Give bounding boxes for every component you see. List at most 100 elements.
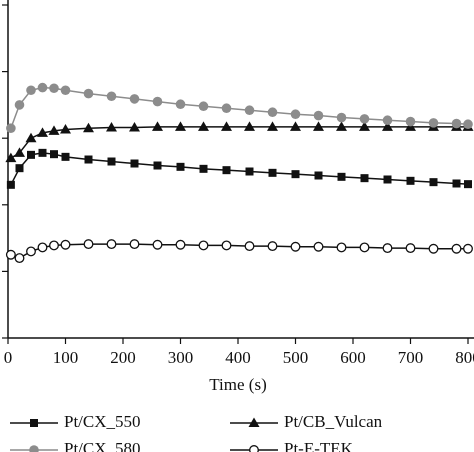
- marker: [198, 240, 209, 251]
- marker: [428, 243, 439, 254]
- x-tick-label: 700: [398, 348, 424, 367]
- marker: [49, 83, 59, 94]
- x-tick-label: 0: [4, 348, 13, 367]
- marker: [336, 121, 347, 131]
- marker: [26, 246, 36, 257]
- marker: [199, 164, 208, 173]
- marker: [106, 239, 117, 250]
- marker: [314, 171, 323, 180]
- marker: [176, 162, 185, 171]
- marker: [152, 121, 163, 131]
- x-axis-label: Time (s): [209, 375, 266, 394]
- marker: [25, 132, 37, 143]
- legend-label: Pt/CB_Vulcan: [284, 412, 383, 431]
- marker: [336, 112, 347, 123]
- marker: [130, 159, 139, 168]
- marker: [107, 157, 116, 166]
- marker: [27, 150, 35, 159]
- x-tick-label: 500: [283, 348, 309, 367]
- marker: [248, 417, 260, 427]
- marker: [249, 445, 259, 452]
- marker: [244, 121, 255, 131]
- marker: [38, 148, 47, 157]
- marker: [313, 110, 324, 121]
- marker: [152, 96, 163, 107]
- marker: [175, 121, 186, 131]
- marker: [50, 150, 58, 159]
- marker: [26, 85, 36, 96]
- legend-label: Pt-E-TEK: [284, 439, 354, 452]
- marker: [5, 152, 17, 163]
- marker: [198, 121, 209, 131]
- x-tick-label: 400: [225, 348, 251, 367]
- marker: [337, 172, 346, 181]
- series-line: [10, 243, 468, 259]
- marker: [244, 241, 255, 252]
- marker: [290, 241, 301, 252]
- series-line: [10, 152, 469, 186]
- marker: [313, 121, 324, 131]
- marker: [290, 121, 301, 131]
- x-tick-label: 100: [53, 348, 79, 367]
- legend-label: Pt/CX_550: [64, 412, 141, 431]
- marker: [106, 91, 117, 102]
- marker: [382, 121, 393, 131]
- marker: [152, 239, 163, 250]
- marker: [14, 100, 25, 110]
- marker: [84, 155, 93, 164]
- series-line: [10, 126, 468, 159]
- marker: [83, 239, 94, 250]
- marker: [6, 180, 15, 189]
- marker: [382, 115, 393, 126]
- marker: [221, 240, 232, 251]
- marker: [6, 123, 16, 134]
- marker: [221, 121, 232, 131]
- marker: [464, 180, 472, 189]
- marker: [175, 239, 186, 250]
- marker: [153, 161, 162, 170]
- marker: [359, 242, 370, 253]
- marker: [463, 119, 473, 130]
- x-tick-label: 600: [340, 348, 366, 367]
- marker: [129, 122, 140, 132]
- marker: [405, 116, 416, 127]
- marker: [30, 419, 38, 427]
- marker: [359, 121, 370, 131]
- marker: [5, 249, 16, 260]
- marker: [60, 239, 71, 250]
- marker: [359, 114, 370, 124]
- marker: [221, 103, 232, 114]
- marker: [222, 166, 231, 175]
- marker: [382, 243, 393, 254]
- marker: [37, 242, 48, 253]
- marker: [198, 101, 209, 112]
- marker: [48, 125, 60, 135]
- marker: [267, 107, 278, 118]
- marker: [405, 243, 416, 254]
- marker: [290, 109, 301, 120]
- legend-label: Pt/CX_580: [64, 439, 141, 452]
- x-tick-label: 800: [455, 348, 474, 367]
- marker: [14, 253, 25, 264]
- marker: [106, 122, 117, 132]
- marker: [49, 240, 59, 251]
- marker: [61, 152, 70, 161]
- marker: [129, 239, 140, 250]
- x-tick-label: 200: [110, 348, 136, 367]
- marker: [60, 85, 71, 96]
- marker: [267, 241, 278, 252]
- marker: [451, 118, 462, 129]
- marker: [14, 147, 25, 157]
- marker: [175, 99, 186, 110]
- marker: [267, 121, 278, 131]
- marker: [451, 243, 462, 254]
- marker: [428, 118, 439, 128]
- marker: [245, 167, 254, 176]
- series-line: [10, 86, 469, 129]
- marker: [336, 242, 347, 253]
- marker: [429, 178, 438, 187]
- marker: [291, 170, 300, 179]
- marker: [37, 127, 48, 137]
- marker: [15, 164, 24, 173]
